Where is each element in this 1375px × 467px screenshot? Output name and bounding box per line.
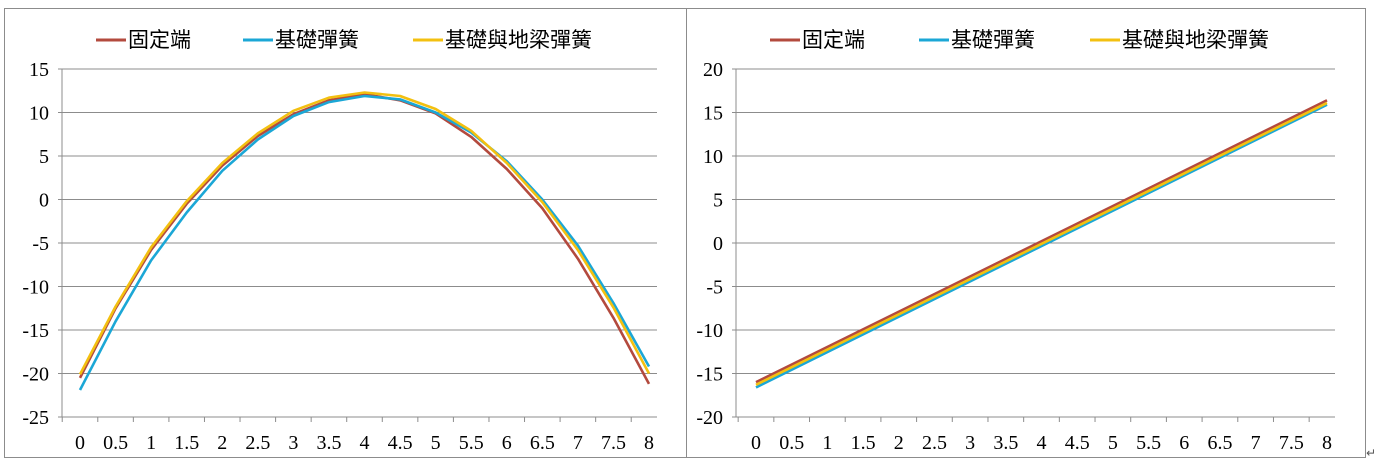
chart1-x-tick-label: 4 [1037,432,1047,454]
chart0-y-tick-label: -10 [22,277,49,299]
chart1-y-tick-label: -15 [696,364,723,386]
chart1-x-tick-label: 7 [1251,432,1261,454]
chart0-legend-label: 固定端 [128,28,191,52]
chart1-y-tick-label: -10 [696,320,723,342]
right-chart-svg: 20 15 10 5 0 -5 -10 -15 -20 0 0.5 1 1.5 2 2.5 3 3.5 4 4.5 5… [696,28,1335,454]
chart0-x-tick-label: 5.5 [459,432,484,454]
chart1-y-tick-label: 20 [703,59,723,81]
chart0-x-tick-label: 5 [431,432,441,454]
chart1-x-tick-label: 0.5 [779,432,804,454]
chart0-x-tick-label: 3.5 [316,432,341,454]
chart1-y-tick-label: -20 [696,407,723,429]
chart1-x-tick-label: 7.5 [1279,432,1304,454]
chart1-y-tick-label: 0 [713,233,723,255]
chart1-y-tick-label: 15 [703,103,723,125]
chart0-x-tick-label: 4.5 [388,432,413,454]
chart1-y-tick-label: -5 [706,277,723,299]
chart1-y-tick-label: 10 [703,146,723,168]
chart0-x-tick-label: 1.5 [174,432,199,454]
chart0-x-tick-label: 4 [360,432,370,454]
chart1-x-tick-label: 5.5 [1136,432,1161,454]
chart0-legend-label: 基礎與地梁彈簧 [445,28,592,52]
chart0-x-tick-label: 2 [217,432,227,454]
chart0-x-tick-label: 0 [75,432,85,454]
chart0-x-tick-label: 3 [288,432,298,454]
chart0-x-tick-label: 2.5 [245,432,270,454]
chart0-y-tick-label: -15 [22,320,49,342]
chart0-y-tick-label: -25 [22,407,49,429]
chart1-x-tick-label: 2 [894,432,904,454]
chart-panel-left: 15 10 5 0 -5 -10 -15 -20 -25 0 0.5 1 1.5 2 2.5 3 3.5 4 4.5… [4,8,688,458]
chart0-y-tick-label: 0 [39,190,49,212]
chart1-legend-label: 基礎與地梁彈簧 [1122,28,1269,52]
chart0-x-tick-label: 1 [146,432,156,454]
chart1-legend-label: 基礎彈簧 [951,28,1035,52]
chart1-x-tick-label: 3 [965,432,975,454]
chart1-x-tick-label: 4.5 [1065,432,1090,454]
chart0-series-line-1 [78,94,651,391]
chart1-x-tick-label: 0 [751,432,761,454]
chart1-y-tick-label: 5 [713,190,723,212]
chart1-series-line-1 [755,103,1328,389]
chart1-x-tick-label: 5 [1108,432,1118,454]
chart0-y-tick-label: 10 [29,103,49,125]
chart0-x-tick-label: 6.5 [530,432,555,454]
chart0-y-tick-label: 15 [29,59,49,81]
chart1-x-tick-label: 2.5 [922,432,947,454]
paragraph-return-icon: ↵ [1366,446,1375,460]
chart0-y-tick-label: 5 [39,146,49,168]
chart1-x-tick-label: 1.5 [851,432,876,454]
chart0-x-tick-label: 7 [573,432,583,454]
chart1-x-tick-label: 6.5 [1207,432,1232,454]
chart1-x-tick-label: 8 [1322,432,1332,454]
chart-panel-right: 20 15 10 5 0 -5 -10 -15 -20 0 0.5 1 1.5 2 2.5 3 3.5 4 4.5 5… [686,8,1366,458]
chart0-x-tick-label: 8 [644,432,654,454]
left-chart-svg: 15 10 5 0 -5 -10 -15 -20 -25 0 0.5 1 1.5 2 2.5 3 3.5 4 4.5… [22,28,657,454]
chart0-x-tick-label: 6 [502,432,512,454]
chart1-series-line-2 [755,101,1328,386]
chart0-series-line-2 [78,91,651,376]
chart1-x-tick-label: 1 [822,432,832,454]
chart1-legend-label: 固定端 [802,28,865,52]
chart0-y-tick-label: -20 [22,364,49,386]
chart0-y-tick-label: -5 [32,233,49,255]
chart0-series-line-0 [78,92,651,385]
chart1-x-tick-label: 3.5 [993,432,1018,454]
chart0-x-tick-label: 0.5 [103,432,128,454]
chart1-series-line-0 [755,99,1328,384]
chart1-x-tick-label: 6 [1179,432,1189,454]
chart0-x-tick-label: 7.5 [601,432,626,454]
chart0-legend-label: 基礎彈簧 [275,28,359,52]
